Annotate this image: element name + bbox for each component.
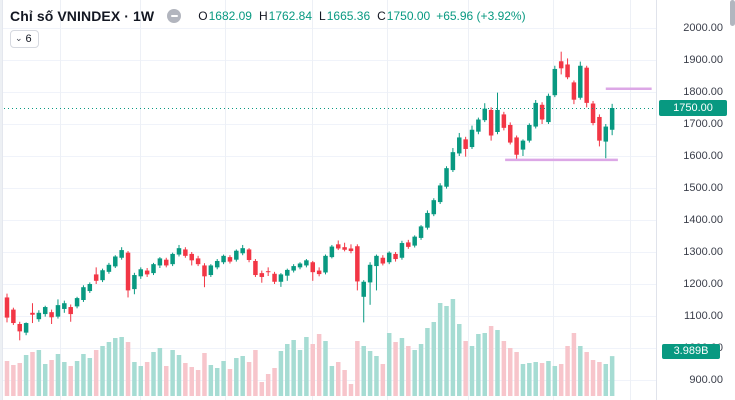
volume-bars: [4, 299, 615, 396]
scrollbar-thumb[interactable]: [730, 0, 735, 26]
price-axis-label: 1900.00: [683, 54, 723, 66]
drawing-lines[interactable]: [505, 87, 652, 162]
high-value: 1762.84: [268, 9, 313, 23]
price-chart-canvas[interactable]: [0, 0, 656, 400]
price-axis-label: 900.00: [689, 374, 723, 386]
indicators-collapse-button[interactable]: ⌄ 6: [10, 30, 39, 48]
price-axis-label: 1400.00: [683, 214, 723, 226]
close-value: 1750.00: [386, 9, 431, 23]
price-axis-label: 1200.00: [683, 278, 723, 290]
low-label: L: [319, 9, 326, 23]
low-value: 1665.36: [326, 9, 371, 23]
grid-layer: [0, 0, 656, 400]
open-label: O: [198, 9, 208, 23]
price-axis-label: 1100.00: [684, 310, 723, 322]
indicators-count: 6: [25, 33, 32, 45]
open-value: 1682.09: [208, 9, 252, 23]
volume-badge: 3.989B: [662, 344, 720, 359]
price-axis-label: 1700.00: [683, 118, 723, 130]
price-axis-label: 1300.00: [683, 246, 723, 258]
price-axis[interactable]: 900.001000.001100.001200.001300.001400.0…: [656, 0, 735, 400]
price-axis-label: 1500.00: [683, 182, 723, 194]
candles-layer: [4, 51, 615, 341]
change-value: +65.96 (+3.92%): [436, 9, 526, 23]
ohlc-values: O 1682.09 H 1762.84 L 1665.36 C 1750.00 +65.…: [198, 9, 525, 23]
last-price-badge: 1750.00: [659, 100, 727, 116]
price-axis-label: 2000.00: [683, 22, 723, 34]
close-label: C: [377, 9, 386, 23]
chevron-down-icon: ⌄: [15, 32, 23, 43]
price-axis-label: 1800.00: [683, 86, 723, 98]
high-label: H: [258, 9, 268, 23]
left-panel-edge: [0, 0, 3, 400]
symbol-title[interactable]: Chỉ số VNINDEX · 1W: [10, 8, 155, 24]
price-axis-label: 1600.00: [683, 150, 723, 162]
market-status-icon[interactable]: [167, 9, 182, 23]
